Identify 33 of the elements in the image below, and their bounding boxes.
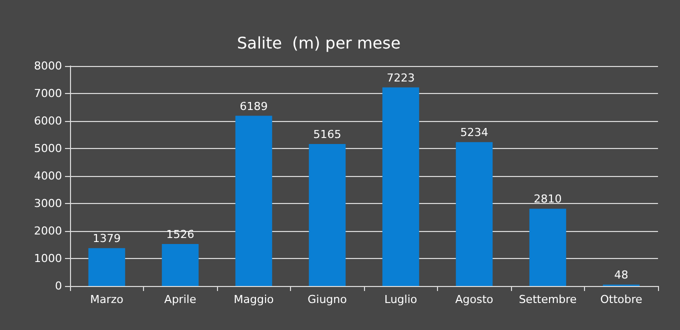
data-label: 48 bbox=[614, 268, 628, 282]
data-label: 1379 bbox=[92, 232, 121, 246]
y-tick-label: 5000 bbox=[34, 142, 62, 155]
bar bbox=[308, 144, 346, 286]
bar bbox=[235, 116, 272, 286]
data-label: 1526 bbox=[166, 228, 194, 242]
bar bbox=[456, 142, 493, 286]
y-tick-label: 0 bbox=[55, 280, 62, 292]
bar bbox=[162, 244, 199, 286]
y-tick-label: 3000 bbox=[34, 197, 62, 210]
data-label: 5234 bbox=[460, 126, 488, 140]
data-label: 6189 bbox=[240, 100, 268, 113]
x-tick-label: Luglio bbox=[384, 293, 418, 306]
bar bbox=[88, 248, 126, 286]
data-label: 5165 bbox=[313, 128, 342, 141]
data-label: 7223 bbox=[386, 71, 415, 84]
chart-title: Salite (m) per mese bbox=[237, 34, 401, 52]
y-tick-label: 1000 bbox=[34, 252, 62, 265]
x-tick-label: Ottobre bbox=[600, 293, 643, 306]
y-tick-label: 2000 bbox=[34, 224, 62, 238]
y-tick-label: 6000 bbox=[34, 114, 62, 128]
y-tick-label: 8000 bbox=[34, 60, 62, 72]
x-tick-label: Agosto bbox=[455, 293, 494, 306]
y-tick-label: 4000 bbox=[34, 170, 62, 182]
x-tick-label: Settembre bbox=[518, 293, 577, 306]
x-tick-label: Marzo bbox=[90, 293, 124, 306]
x-tick-label: Aprile bbox=[164, 293, 196, 306]
x-tick-label: Maggio bbox=[234, 293, 274, 306]
x-tick-label: Giugno bbox=[308, 293, 348, 306]
y-tick-label: 7000 bbox=[34, 87, 62, 100]
bar bbox=[382, 87, 420, 286]
bar bbox=[529, 208, 566, 286]
data-label: 2810 bbox=[534, 192, 562, 206]
